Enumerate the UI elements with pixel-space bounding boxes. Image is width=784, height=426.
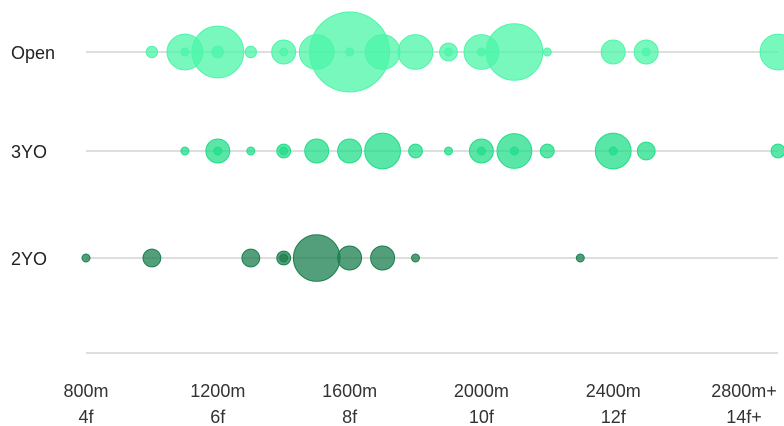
bubble-open-14 <box>444 47 453 57</box>
bubble-2yo-8 <box>411 253 420 263</box>
bubble-open-4 <box>211 45 225 59</box>
bubble-3yo-14 <box>509 146 519 156</box>
bubble-open-21 <box>641 47 651 57</box>
bubble-2yo-2 <box>241 248 261 268</box>
bubble-3yo-2 <box>213 146 223 156</box>
bubble-open-18 <box>542 47 552 57</box>
chart-bubbles <box>81 11 784 282</box>
bubble-3yo-12 <box>476 146 486 156</box>
bubble-3yo-8 <box>364 132 402 170</box>
row-label-2yo: 2YO <box>11 249 47 269</box>
x-tick-label-distance: 800m <box>63 381 108 401</box>
row-label-3yo: 3YO <box>11 142 47 162</box>
bubble-3yo-18 <box>636 141 656 161</box>
bubble-2yo-0 <box>81 253 91 263</box>
x-tick-label-furlongs: 6f <box>210 407 226 426</box>
bubble-open-7 <box>279 47 289 57</box>
x-tick-label-distance: 2800m+ <box>711 381 777 401</box>
bubble-3yo-6 <box>304 138 330 164</box>
bubble-open-19 <box>600 39 626 65</box>
bubble-2yo-4 <box>279 253 289 263</box>
bubble-2yo-5 <box>292 234 341 282</box>
bubble-2yo-1 <box>142 248 162 268</box>
x-tick-label-distance: 2000m <box>454 381 509 401</box>
x-tick-label-furlongs: 12f <box>601 407 627 426</box>
x-tick-label-distance: 2400m <box>586 381 641 401</box>
bubble-open-0 <box>145 45 159 59</box>
x-tick-label-furlongs: 4f <box>78 407 94 426</box>
bubble-3yo-9 <box>408 143 423 159</box>
bubble-open-12 <box>397 34 434 70</box>
bubble-2yo-7 <box>370 245 396 271</box>
x-tick-label-distance: 1200m <box>190 381 245 401</box>
x-tick-label-furlongs: 10f <box>469 407 495 426</box>
bubble-3yo-10 <box>444 146 453 156</box>
bubble-3yo-7 <box>337 138 363 164</box>
bubble-open-11 <box>364 34 401 70</box>
x-tick-label-distance: 1600m <box>322 381 377 401</box>
bubble-open-5 <box>244 45 258 59</box>
bubble-3yo-3 <box>246 146 256 156</box>
bubble-open-10 <box>345 47 355 57</box>
x-tick-label-furlongs: 8f <box>342 407 358 426</box>
bubble-3yo-15 <box>539 143 555 159</box>
x-axis-ticks: 800m 4f 1200m 6f 1600m 8f 2000m 10f 2400m 12f 2800… <box>63 381 776 426</box>
bubble-open-22 <box>759 33 784 71</box>
bubble-3yo-5 <box>279 146 289 156</box>
x-tick-label-furlongs: 14f+ <box>726 407 762 426</box>
bubble-open-8 <box>298 34 335 70</box>
bubble-2yo-9 <box>575 253 585 263</box>
bubble-2yo-6 <box>337 245 363 271</box>
bubble-3yo-19 <box>770 143 784 159</box>
bubble-open-2 <box>180 47 190 57</box>
bubble-3yo-0 <box>180 146 190 156</box>
row-label-open: Open <box>11 43 55 63</box>
bubble-open-16 <box>476 47 486 57</box>
bubble-3yo-17 <box>608 146 618 156</box>
chart-rows: Open 3YO 2YO <box>11 43 778 269</box>
